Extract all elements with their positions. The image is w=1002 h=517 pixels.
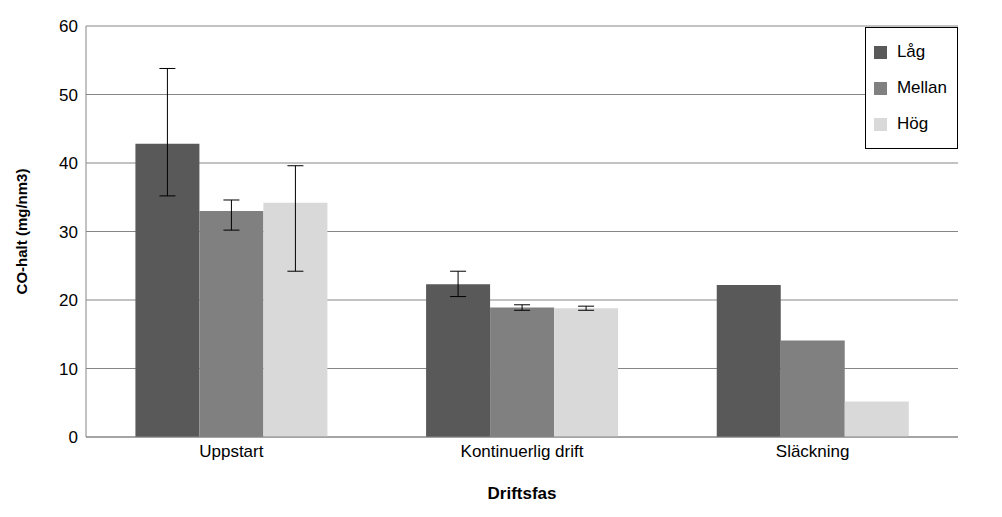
svg-text:40: 40 bbox=[59, 154, 78, 173]
html-text:Hög: Hög bbox=[896, 114, 929, 133]
svg-text:Släckning: Släckning bbox=[776, 442, 850, 461]
html-text:Låg: Låg bbox=[896, 42, 926, 61]
svg-text:0: 0 bbox=[69, 428, 78, 447]
svg-text:20: 20 bbox=[59, 291, 78, 310]
svg-text:50: 50 bbox=[59, 86, 78, 105]
svg-text:10: 10 bbox=[59, 360, 78, 379]
svg-text:Kontinuerlig drift: Kontinuerlig drift bbox=[461, 442, 584, 461]
svg-text:60: 60 bbox=[59, 17, 78, 36]
svg-text:Uppstart: Uppstart bbox=[199, 442, 264, 461]
svg-text:Driftsfas: Driftsfas bbox=[488, 484, 557, 503]
html-text:Mellan: Mellan bbox=[896, 78, 947, 97]
svg-text:CO-halt (mg/nm3): CO-halt (mg/nm3) bbox=[13, 169, 30, 295]
svg-text:30: 30 bbox=[59, 223, 78, 242]
